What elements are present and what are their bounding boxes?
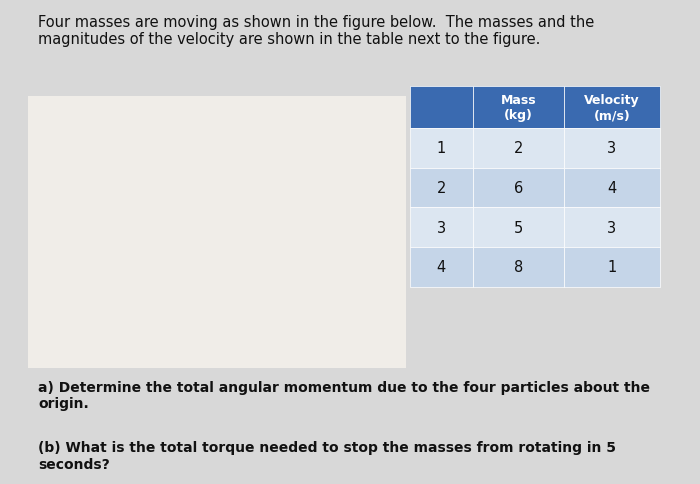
Text: 4.0: 4.0 — [315, 240, 331, 250]
Text: 5: 5 — [514, 220, 524, 235]
Text: 1: 1 — [437, 141, 446, 156]
Text: -4.0: -4.0 — [199, 319, 220, 329]
Text: a) Determine the total angular momentum due to the four particles about the
orig: a) Determine the total angular momentum … — [38, 380, 650, 410]
Text: 8: 8 — [514, 260, 524, 274]
Bar — [564, 168, 659, 208]
Bar — [410, 168, 473, 208]
Text: -2.0: -2.0 — [199, 271, 220, 281]
Text: Mass
(kg): Mass (kg) — [501, 94, 536, 122]
Text: 2.0: 2.0 — [267, 240, 283, 250]
Text: $\bar{v}_4$: $\bar{v}_4$ — [287, 202, 301, 218]
Text: 2: 2 — [437, 181, 446, 196]
Text: 2: 2 — [514, 141, 524, 156]
Bar — [473, 129, 564, 168]
Text: Velocity
(m/s): Velocity (m/s) — [584, 94, 640, 122]
Bar — [410, 247, 473, 287]
Text: $m_2$: $m_2$ — [223, 258, 241, 271]
Text: $\bar{v}_2$: $\bar{v}_2$ — [297, 327, 310, 342]
Text: -4.0: -4.0 — [119, 240, 139, 250]
Text: -2.0: -2.0 — [167, 240, 188, 250]
Text: y(m): y(m) — [230, 110, 257, 120]
Text: $m_1$: $m_1$ — [230, 152, 248, 166]
Text: 1: 1 — [608, 260, 617, 274]
Bar — [564, 87, 659, 129]
Bar — [473, 168, 564, 208]
Text: $\bar{v}_1$: $\bar{v}_1$ — [277, 156, 290, 172]
Bar — [410, 87, 473, 129]
Bar — [473, 87, 564, 129]
Text: Four masses are moving as shown in the figure below.  The masses and the
magnitu: Four masses are moving as shown in the f… — [38, 15, 595, 47]
Text: $m_3$: $m_3$ — [141, 183, 160, 196]
Text: 4: 4 — [608, 181, 617, 196]
Text: 4.0: 4.0 — [204, 126, 220, 136]
Bar — [564, 247, 659, 287]
Text: (b) What is the total torque needed to stop the masses from rotating in 5
second: (b) What is the total torque needed to s… — [38, 440, 617, 470]
Text: $m_4$: $m_4$ — [327, 206, 345, 219]
Text: 6: 6 — [514, 181, 524, 196]
Text: 3: 3 — [608, 220, 617, 235]
Bar — [564, 208, 659, 247]
Bar — [564, 129, 659, 168]
Text: 4: 4 — [437, 260, 446, 274]
Text: 0: 0 — [230, 240, 237, 250]
Text: 3: 3 — [608, 141, 617, 156]
Text: x(m): x(m) — [350, 235, 376, 244]
Text: 3: 3 — [437, 220, 446, 235]
Bar — [473, 247, 564, 287]
Text: 2.0: 2.0 — [204, 174, 220, 184]
Text: $\bar{v}_3$: $\bar{v}_3$ — [134, 254, 148, 270]
Bar — [473, 208, 564, 247]
Bar — [410, 129, 473, 168]
Bar — [410, 208, 473, 247]
